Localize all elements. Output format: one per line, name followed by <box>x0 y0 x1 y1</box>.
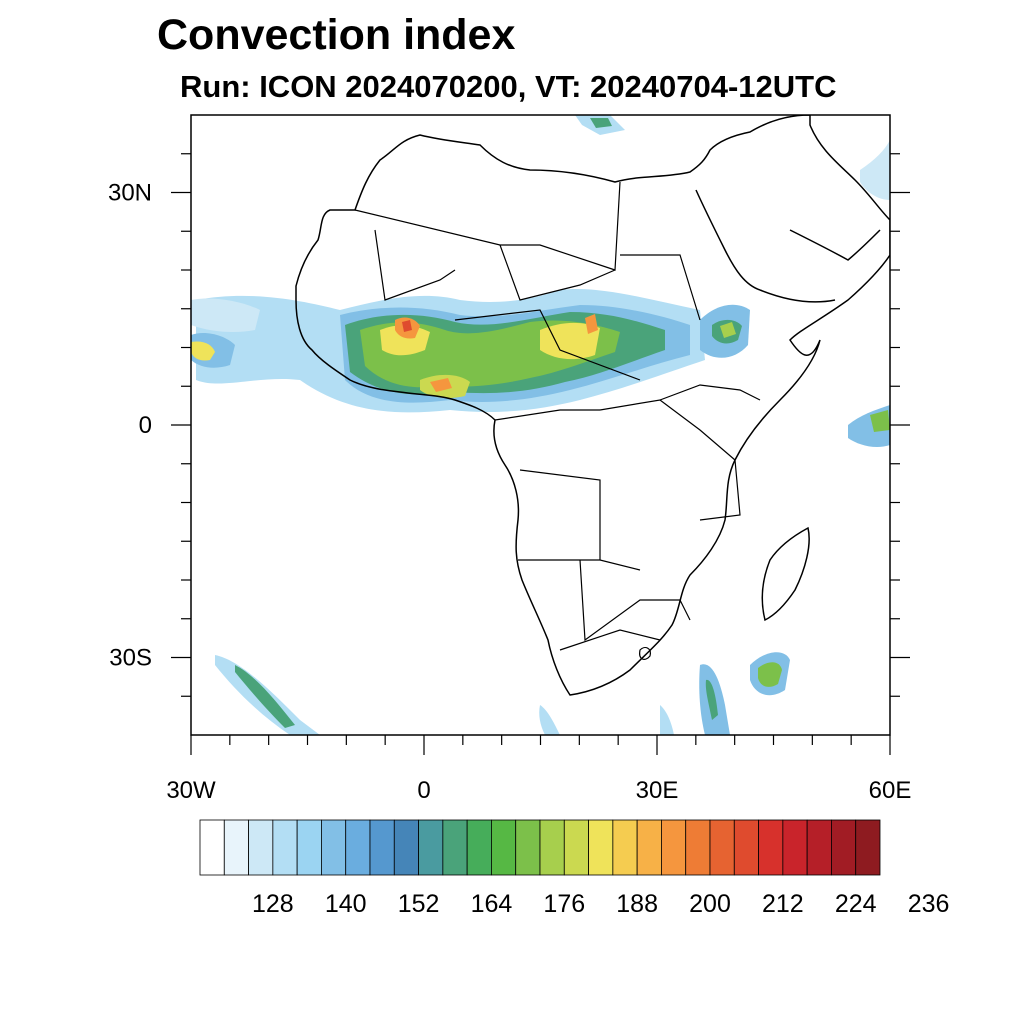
colorbar-label: 152 <box>398 890 440 918</box>
colorbar-swatch <box>272 819 298 876</box>
colorbar-swatch <box>831 819 857 876</box>
colorbar-swatch <box>199 819 225 876</box>
colorbar: 128 140 152 164 176 188 200 212 224 236 <box>199 819 950 918</box>
x-tick-label: 60E <box>869 777 912 804</box>
colorbar-label: 140 <box>325 890 367 918</box>
chart-subtitle: Run: ICON 2024070200, VT: 20240704-12UTC <box>180 69 837 104</box>
convection-indian-ocean <box>539 115 890 735</box>
colorbar-label: 128 <box>252 890 294 918</box>
x-axis: 30W 0 30E 60E <box>166 735 911 804</box>
colorbar-swatch <box>855 819 881 876</box>
y-tick-label: 0 <box>139 412 152 439</box>
colorbar-swatch <box>491 819 517 876</box>
colorbar-swatch <box>466 819 492 876</box>
plot-frame <box>190 114 891 736</box>
colorbar-label: 236 <box>908 890 950 918</box>
colorbar-swatch <box>223 819 249 876</box>
colorbar-swatch <box>515 819 541 876</box>
x-tick-label: 30W <box>166 777 216 804</box>
colorbar-swatch <box>782 819 808 876</box>
colorbar-swatch <box>709 819 735 876</box>
coastlines <box>295 115 890 696</box>
y-axis: 30N 0 30S <box>108 153 910 697</box>
convection-field <box>191 115 890 735</box>
colorbar-swatch <box>369 819 395 876</box>
chart-title: Convection index <box>157 11 516 59</box>
y-tick-label: 30N <box>108 180 152 207</box>
colorbar-swatch <box>418 819 444 876</box>
convection-atlantic <box>191 298 320 735</box>
colorbar-swatch <box>248 819 274 876</box>
colorbar-label: 176 <box>543 890 585 918</box>
colorbar-label: 224 <box>835 890 877 918</box>
colorbar-swatch <box>296 819 322 876</box>
colorbar-label: 164 <box>471 890 513 918</box>
colorbar-label: 188 <box>616 890 658 918</box>
x-tick-label: 0 <box>417 777 430 804</box>
colorbar-label: 212 <box>762 890 804 918</box>
colorbar-swatch <box>442 819 468 876</box>
colorbar-swatch <box>758 819 784 876</box>
colorbar-swatch <box>806 819 832 876</box>
colorbar-swatch <box>393 819 419 876</box>
colorbar-swatch <box>612 819 638 876</box>
colorbar-swatch <box>636 819 662 876</box>
x-tick-label: 30E <box>636 777 679 804</box>
country-borders <box>354 181 761 660</box>
colorbar-swatch <box>321 819 347 876</box>
colorbar-swatch <box>563 819 589 876</box>
colorbar-swatch <box>588 819 614 876</box>
colorbar-swatch <box>345 819 371 876</box>
y-tick-label: 30S <box>109 645 152 672</box>
colorbar-swatch <box>661 819 687 876</box>
colorbar-swatch <box>685 819 711 876</box>
colorbar-swatch <box>733 819 759 876</box>
convection-sahel-band <box>196 289 750 413</box>
colorbar-swatch <box>539 819 565 876</box>
colorbar-label: 200 <box>689 890 731 918</box>
